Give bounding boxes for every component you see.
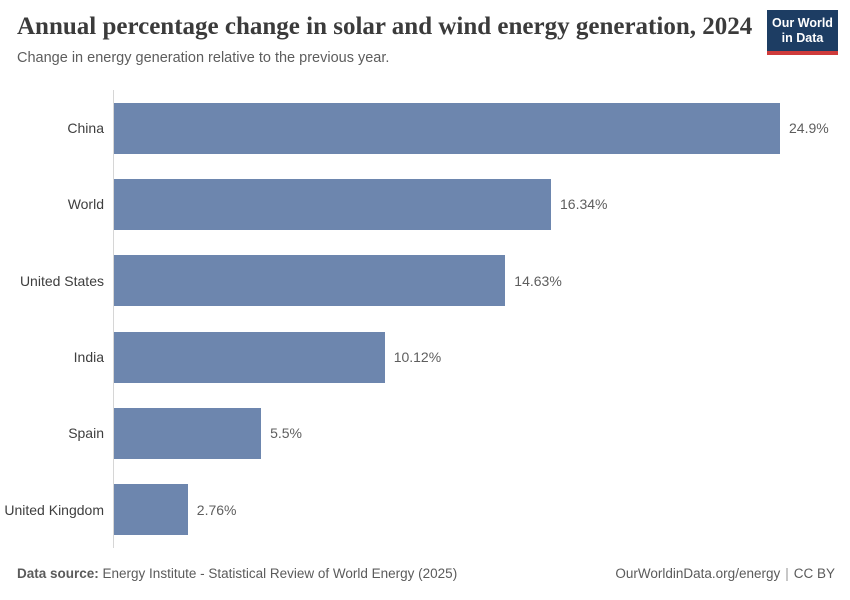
value-label: 5.5% [270,425,303,442]
category-label: United States [19,272,104,289]
value-label: 2.76% [196,501,237,518]
bar-track: 10.12% [113,318,850,396]
chart-subtitle: Change in energy generation relative to … [17,50,390,66]
bar[interactable] [114,102,780,154]
bar-row: Spain 5.5% [0,395,850,472]
bar[interactable] [114,407,262,459]
bar-row: China 24.9% [0,90,850,167]
data-source-label: Data source: [17,566,99,581]
owid-logo-line2: in Data [781,31,824,45]
category-label: World [67,196,104,213]
bar[interactable] [114,331,385,383]
bar-track: 14.63% [113,242,850,319]
bar-row: United States 14.63% [0,242,850,319]
owid-link[interactable]: OurWorldinData.org/energy [615,566,781,581]
bar-track: 16.34% [113,166,850,243]
bar-track: 5.5% [113,395,850,472]
bar[interactable] [114,178,551,230]
category-label: India [73,349,104,366]
category-label: United Kingdom [4,501,104,518]
data-source: Data source: Energy Institute - Statisti… [17,566,457,581]
value-label: 10.12% [393,349,442,366]
bar-track: 2.76% [113,471,850,548]
value-label: 14.63% [514,272,562,289]
footer-separator: | [785,566,789,581]
footer-credits: OurWorldinData.org/energy | CC BY [615,566,835,581]
chart-title: Annual percentage change in solar and wi… [17,13,753,40]
owid-logo: Our World in Data [767,10,838,55]
bar[interactable] [114,484,188,536]
bar[interactable] [114,255,506,307]
bar-row: World 16.34% [0,166,850,243]
bar-track: 24.9% [113,90,850,167]
owid-logo-line1: Our World [772,16,833,30]
bar-chart: China 24.9% World 16.34% United States 14.63%… [0,90,850,548]
license-label: CC BY [793,566,835,581]
chart-footer: Data source: Energy Institute - Statisti… [17,566,835,581]
value-label: 24.9% [789,120,829,137]
category-label: Spain [68,425,104,442]
bar-row: India 10.12% [0,318,850,396]
data-source-text: Energy Institute - Statistical Review of… [98,566,458,581]
bar-row: United Kingdom 2.76% [0,471,850,548]
category-label: China [67,120,104,137]
value-label: 16.34% [560,196,608,213]
